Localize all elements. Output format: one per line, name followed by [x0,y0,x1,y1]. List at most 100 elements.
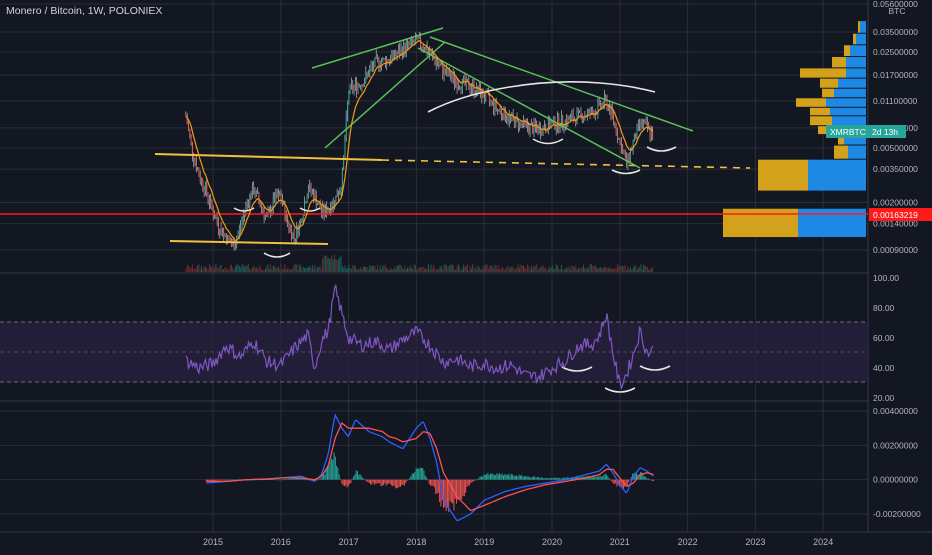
macd-hist-bar [484,474,486,480]
candle-body [417,35,419,39]
volume-bar [425,268,427,272]
macd-hist-bar [212,479,214,482]
macd-hist-bar [645,476,647,480]
macd-hist-bar [371,479,373,485]
volume-bar [266,266,268,272]
vp-gold-bar [800,68,846,78]
candle-body [425,47,427,51]
volume-bar [453,269,455,272]
volume-bar [279,269,281,272]
macd-hist-bar [513,475,515,480]
year-tick-label: 2024 [813,537,833,547]
candle-body [280,195,282,200]
macd-hist-bar [519,475,521,480]
macd-hist-bar [383,479,385,485]
volume-bar [409,265,411,272]
candle-body [577,110,579,113]
candle-body [224,233,226,236]
current-price-label[interactable]: XMRBTC 2d 13h [826,125,906,138]
macd-hist-bar [642,474,644,480]
candle-body [554,117,556,130]
volume-bar [191,264,193,272]
candle-body [457,86,459,89]
macd-hist-bar [406,479,408,481]
volume-bar [576,269,578,272]
volume-bar [198,264,200,272]
macd-hist-bar [313,479,315,481]
candle-body [494,101,496,111]
volume-bar [536,264,538,272]
candle-body [301,219,303,223]
volume-bar [374,266,376,272]
candle-body [558,116,560,129]
rsi-arc-3 [639,365,671,371]
volume-bar [375,269,377,272]
volume-bar [309,265,311,272]
volume-bar [512,266,514,272]
candle-body [293,233,295,239]
candle-body [473,83,475,95]
candle-body [409,42,411,46]
candle-body [253,185,255,194]
volume-bar [457,264,459,272]
volume-bar [448,265,450,272]
volume-bar [187,265,189,272]
volume-bar [491,265,493,272]
volume-bar [189,268,191,272]
volume-bar [616,264,618,272]
volume-bar [414,265,416,272]
candle-body [190,135,192,143]
macd-hist-bar [332,459,334,480]
volume-bar [354,266,356,272]
macd-hist-bar [380,479,382,486]
candle-body [194,161,196,163]
red-level-label[interactable]: 0.00163219 [869,208,932,221]
volume-bar [267,264,269,272]
macd-hist-bar [527,476,529,480]
volume-bar [404,265,406,272]
price-tick-label: 0.05600000 [873,0,918,9]
volume-bar [405,269,407,272]
rsi-tick-label: 60.00 [873,333,895,343]
candle-body [456,81,458,89]
macd-hist-bar [641,472,643,480]
candle-body [396,53,398,56]
volume-bar [493,268,495,272]
macd-hist-bar [531,477,533,480]
candle-body [555,127,557,130]
candle-body [297,227,299,235]
macd-hist-bar [372,479,374,483]
price-tick-label: 0.01100000 [873,96,918,106]
volume-bar [618,266,620,272]
candle-body [493,101,495,111]
volume-bar [300,265,302,272]
volume-bar [249,268,251,272]
macd-hist-bar [449,479,451,502]
candle-body [216,217,218,223]
volume-bar [489,265,491,272]
candle-body [444,68,446,74]
candle-body [534,122,536,127]
volume-bar [242,265,244,272]
macd-tick-label: 0.00000000 [873,475,918,485]
candle-body [529,124,531,133]
macd-hist-bar [428,479,430,485]
year-tick-label: 2017 [339,537,359,547]
candle-body [227,235,229,244]
candle-body [249,194,251,206]
candle-body [447,69,449,76]
macd-hist-bar [367,479,369,483]
macd-hist-bar [416,468,418,480]
candle-body [627,153,629,166]
candle-body [594,112,596,118]
rsi-arc-2 [604,387,636,393]
macd-hist-bar [403,479,405,486]
macd-hist-bar [389,479,391,484]
candle-body [220,227,222,235]
volume-bar [555,264,557,272]
macd-hist-bar [424,475,426,480]
candle-body [452,74,454,79]
candle-body [294,238,296,240]
volume-bar [337,259,339,272]
